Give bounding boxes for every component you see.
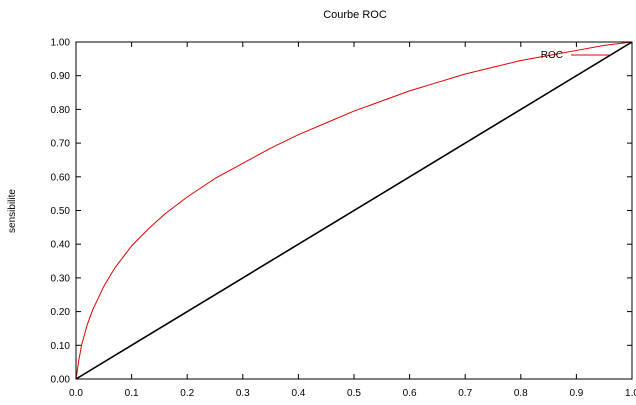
y-axis-label: sensibilite <box>7 189 18 233</box>
series-line-diagonal <box>75 41 633 380</box>
y-tick-label: 0.10 <box>51 341 71 352</box>
y-tick-label: 0.60 <box>51 172 71 183</box>
y-tick-label: 0.30 <box>51 273 71 284</box>
x-tick-label: 0.9 <box>569 388 583 399</box>
y-tick-label: 0.20 <box>51 307 71 318</box>
x-tick-label: 1.0 <box>625 388 636 399</box>
y-tick-label: 1.00 <box>51 38 71 49</box>
plot-area-border <box>75 41 633 380</box>
x-tick-label: 0.7 <box>458 388 472 399</box>
x-tick-label: 0.4 <box>291 388 305 399</box>
y-tick-label: 0.50 <box>51 206 71 217</box>
series-line-roc <box>75 41 633 380</box>
y-tick-label: 0.80 <box>51 105 71 116</box>
x-tick-label: 0.0 <box>69 388 83 399</box>
x-tick-label: 0.3 <box>236 388 250 399</box>
chart-title: Courbe ROC <box>323 9 387 21</box>
x-tick-label: 0.1 <box>125 388 139 399</box>
x-tick-label: 0.2 <box>180 388 194 399</box>
y-tick-label: 0.90 <box>51 71 71 82</box>
y-tick-label: 0.70 <box>51 139 71 150</box>
legend-label-roc: ROC <box>541 50 563 61</box>
axis-tick-labels: 0.0 0.1 0.2 0.3 0.4 0.5 0.6 0.7 0.8 0.9 1.0 0.00 0.1… <box>51 38 636 400</box>
y-tick-label: 0.00 <box>51 375 71 386</box>
x-tick-label: 0.5 <box>347 388 361 399</box>
x-tick-label: 0.8 <box>514 388 528 399</box>
series-lines <box>75 41 633 380</box>
x-tick-label: 0.6 <box>403 388 417 399</box>
y-tick-label: 0.40 <box>51 240 71 251</box>
legend: ROC <box>541 50 609 61</box>
